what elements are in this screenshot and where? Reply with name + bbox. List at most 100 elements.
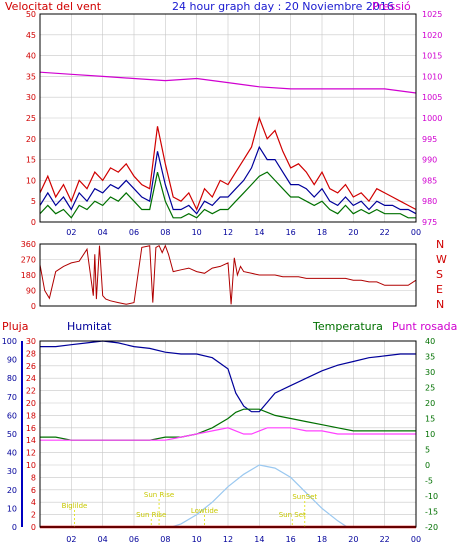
panel2-frame <box>39 243 417 307</box>
panel3-ytick-rain: 0 <box>31 523 36 532</box>
panel1-series-magenta <box>39 71 417 94</box>
panel1-xtick: 22 <box>380 228 390 237</box>
panel3-xtick: 20 <box>348 535 358 544</box>
panel3-xtick: 10 <box>192 535 202 544</box>
panel3-xtick: 06 <box>129 535 139 544</box>
panel3-ytick-temperature: 25 <box>425 384 435 393</box>
panel1-xtick: 10 <box>192 228 202 237</box>
panel2-ytick: 360 <box>21 240 36 249</box>
panel1-ytick-left: 20 <box>26 135 36 144</box>
panel3-ytick-humidity: 30 <box>7 467 17 476</box>
panel2-series-direction <box>39 244 417 305</box>
panel2-ytick: 270 <box>21 256 36 265</box>
panel3-annotation-label: Sun Rise <box>136 511 166 519</box>
panel2-compass-label: E <box>436 283 443 296</box>
panel3-xtick: 08 <box>160 535 170 544</box>
panel1-ytick-right: 1025 <box>422 10 442 19</box>
panel3-series-blue <box>40 340 416 413</box>
panel1-xtick: 16 <box>286 228 296 237</box>
panel1-xtick: 04 <box>98 228 108 237</box>
panel3-ytick-rain: 8 <box>31 473 36 482</box>
panel3-ytick-temperature: -20 <box>425 523 438 532</box>
panel1-ytick-right: 980 <box>422 197 437 206</box>
panel3-ytick-temperature: 10 <box>425 430 435 439</box>
panel3-ytick-rain: 2 <box>31 511 36 520</box>
panel3-ytick-temperature: 15 <box>425 415 435 424</box>
panel3-ytick-humidity: 10 <box>7 504 17 513</box>
panel1-ytick-right: 975 <box>422 218 437 227</box>
panel3-ytick-humidity: 50 <box>7 430 17 439</box>
panel3-ytick-humidity: 60 <box>7 411 17 420</box>
panel1-ytick-left: 5 <box>31 197 36 206</box>
panel1-ytick-left: 30 <box>26 93 36 102</box>
panel3-ytick-rain: 18 <box>26 411 36 420</box>
panel1-ytick-right: 1020 <box>422 31 442 40</box>
panel3-ytick-rain: 22 <box>26 387 36 396</box>
panel2-compass-label: W <box>436 253 447 266</box>
panel3-xtick: 22 <box>380 535 390 544</box>
panel1-xtick: 00 <box>411 228 421 237</box>
panel3-ytick-humidity: 70 <box>7 393 17 402</box>
header-right-label: Pressió <box>372 0 411 13</box>
panel3-ytick-rain: 30 <box>26 337 36 346</box>
panel3-ytick-humidity: 0 <box>12 523 17 532</box>
panel3-ytick-humidity: 100 <box>2 337 17 346</box>
panel1-ytick-left: 10 <box>26 176 36 185</box>
panel3-annotation-label: SunSet <box>292 493 317 501</box>
panel1-ytick-left: 45 <box>26 31 36 40</box>
panel3-ytick-temperature: -10 <box>425 492 438 501</box>
panel1-ytick-left: 40 <box>26 52 36 61</box>
panel1-ytick-left: 0 <box>31 218 36 227</box>
panel3-annotation-label: Sun Rise <box>144 491 174 499</box>
panel3-ytick-rain: 28 <box>26 349 36 358</box>
panel1-xtick: 06 <box>129 228 139 237</box>
humidity-title: Humitat <box>67 320 112 333</box>
panel3-ytick-rain: 14 <box>26 436 36 445</box>
panel3-ytick-rain: 16 <box>26 424 36 433</box>
panel3-ytick-humidity: 90 <box>7 356 17 365</box>
temperature-title: Temperatura <box>312 320 383 333</box>
panel3-ytick-temperature: 20 <box>425 399 435 408</box>
panel3-ytick-humidity: 80 <box>7 374 17 383</box>
panel1-ytick-right: 1010 <box>422 72 442 81</box>
panel1-frame <box>39 13 417 223</box>
panel3-xtick: 14 <box>254 535 264 544</box>
panel3-annotation-label: Lowtide <box>191 507 218 515</box>
panel3-ytick-rain: 20 <box>26 399 36 408</box>
panel1-xtick: 20 <box>348 228 358 237</box>
panel1-ytick-left: 50 <box>26 10 36 19</box>
panel1-ytick-right: 985 <box>422 176 437 185</box>
panel3-annotation-label: Sun Set <box>279 511 306 519</box>
panel3-ytick-humidity: 40 <box>7 449 17 458</box>
panel3-ytick-temperature: 35 <box>425 353 435 362</box>
panel3-ytick-temperature: 30 <box>425 368 435 377</box>
panel1-xtick: 18 <box>317 228 327 237</box>
panel1-series-blue <box>39 145 417 215</box>
panel3-xtick: 18 <box>317 535 327 544</box>
panel3-ytick-rain: 4 <box>31 498 36 507</box>
panel1-xtick: 08 <box>160 228 170 237</box>
panel3-xtick: 04 <box>98 535 108 544</box>
panel2-ytick: 0 <box>31 302 36 311</box>
panel3-ytick-rain: 24 <box>26 374 36 383</box>
panel2-compass-label: N <box>436 238 444 251</box>
panel3-xtick: 16 <box>286 535 296 544</box>
panel3-ytick-rain: 6 <box>31 486 36 495</box>
panel1-series-green <box>39 171 416 219</box>
panel3-series-sky <box>171 464 348 528</box>
panel1-xtick: 14 <box>254 228 264 237</box>
panel2-compass-label: N <box>436 298 444 311</box>
panel1-ytick-right: 1000 <box>422 114 442 123</box>
panel3-ytick-temperature: 40 <box>425 337 435 346</box>
panel1-xtick: 02 <box>66 228 76 237</box>
panel3-frame <box>39 340 417 528</box>
panel1-ytick-left: 35 <box>26 72 36 81</box>
panel3-ytick-temperature: 0 <box>425 461 430 470</box>
panel3-ytick-temperature: 5 <box>425 446 430 455</box>
panel3-ytick-temperature: -15 <box>425 508 438 517</box>
panel3-series-pink <box>40 427 416 441</box>
panel3-xtick: 00 <box>411 535 421 544</box>
panel3-ytick-rain: 12 <box>26 449 36 458</box>
